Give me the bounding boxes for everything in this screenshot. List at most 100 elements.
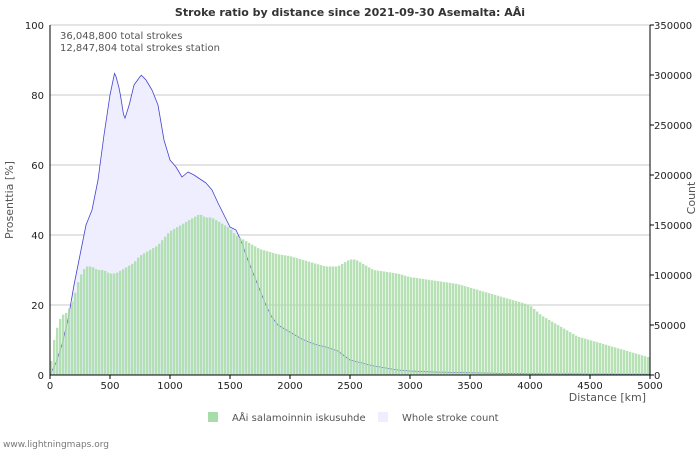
ratio-bar (278, 254, 281, 375)
x-tick-label: 3500 (457, 381, 482, 392)
ratio-bar (413, 277, 416, 375)
ratio-bar (554, 323, 557, 376)
y2-tick-label: 200000 (654, 171, 692, 182)
ratio-bar (269, 252, 272, 375)
ratio-bar (449, 282, 452, 375)
ratio-bar (119, 270, 122, 376)
ratio-bar (434, 280, 437, 375)
ratio-bar (224, 225, 227, 376)
ratio-bar (644, 356, 647, 375)
ratio-bar (437, 281, 440, 375)
ratio-bar (524, 303, 527, 375)
ratio-bar (638, 354, 641, 375)
ratio-bar (557, 325, 560, 376)
legend-swatch-ratio (208, 412, 218, 422)
ratio-bar (254, 246, 257, 376)
ratio-bar (509, 299, 512, 375)
ratio-bar (608, 345, 611, 375)
axes (49, 24, 654, 379)
ratio-bar (185, 221, 188, 376)
ratio-bar (593, 341, 596, 375)
ratio-bar (83, 269, 86, 376)
legend-label-ratio: AÅi salamoinnin iskusuhde (232, 411, 366, 424)
ratio-bar (257, 248, 260, 376)
ratio-bar (326, 266, 329, 375)
ratio-bar (173, 228, 176, 376)
ratio-bar (221, 223, 224, 376)
ratio-bar (89, 266, 92, 375)
ratio-bar (338, 265, 341, 376)
ratio-bar (272, 252, 275, 375)
ratio-bar (209, 217, 212, 375)
legend-swatch-count (378, 412, 388, 422)
ratio-bar (56, 327, 59, 375)
ratio-bar (482, 291, 485, 375)
ratio-bar (50, 361, 53, 375)
y2-tick-label: 0 (654, 371, 660, 382)
ratio-bar (587, 339, 590, 375)
ratio-bar (368, 267, 371, 376)
ratio-bar (149, 249, 152, 376)
ratio-bar (515, 301, 518, 375)
ratio-bar (206, 217, 209, 375)
ratio-bar (377, 270, 380, 375)
ratio-bar (137, 257, 140, 375)
ratio-bar (503, 297, 506, 375)
tick-labels: 0204060801000500001000001500002000002500… (25, 21, 692, 392)
ratio-bar (104, 270, 107, 376)
ratio-bar (407, 276, 410, 375)
ratio-bar (458, 284, 461, 375)
ratio-bar (68, 308, 71, 375)
x-tick-label: 3000 (397, 381, 422, 392)
ratio-bar (422, 278, 425, 375)
ratio-bar (380, 271, 383, 375)
ratio-bar (110, 273, 113, 375)
ratio-bar (281, 254, 284, 375)
ratio-bar (212, 218, 215, 376)
ratio-bar (479, 290, 482, 375)
ratio-bar (617, 348, 620, 375)
ratio-bar (575, 335, 578, 376)
ratio-bar (290, 256, 293, 375)
legend: AÅi salamoinnin iskusuhde Whole stroke c… (208, 411, 499, 424)
site-credit: www.lightningmaps.org (3, 440, 109, 450)
ratio-bar (77, 282, 80, 375)
y2-tick-label: 100000 (654, 271, 692, 282)
ratio-bar (134, 261, 137, 375)
ratio-bar (263, 250, 266, 375)
ratio-bar (584, 338, 587, 375)
ratio-bar (614, 347, 617, 375)
ratio-bar (317, 264, 320, 375)
ratio-bar (470, 287, 473, 375)
ratio-bar (590, 340, 593, 375)
ratio-bar (296, 258, 299, 375)
ratio-bar (248, 242, 251, 376)
ratio-bar (455, 283, 458, 375)
ratio-bar (314, 263, 317, 375)
y2-tick-label: 150000 (654, 221, 692, 232)
y-tick-label: 100 (25, 21, 44, 32)
y2-axis-label: Count (685, 181, 698, 214)
ratio-bar (383, 271, 386, 375)
ratio-bar (431, 280, 434, 375)
ratio-bar (386, 271, 389, 375)
ratio-bar (404, 275, 407, 375)
ratio-bar (365, 265, 368, 376)
ratio-bar (146, 251, 149, 376)
ratio-bar (527, 304, 530, 375)
ratio-bar (392, 272, 395, 375)
ratio-bar (611, 346, 614, 375)
ratio-bar (116, 272, 119, 376)
ratio-bar (65, 312, 68, 376)
ratio-bar (359, 262, 362, 376)
ratio-bar (143, 253, 146, 376)
ratio-bar (125, 267, 128, 376)
ratio-bar (371, 269, 374, 376)
ratio-bar (629, 351, 632, 375)
ratio-bar (80, 274, 83, 376)
ratio-bar (647, 357, 650, 375)
ratio-bar (530, 306, 533, 375)
ratio-bar (626, 350, 629, 375)
ratio-bar (446, 282, 449, 375)
ratio-bar (113, 273, 116, 375)
